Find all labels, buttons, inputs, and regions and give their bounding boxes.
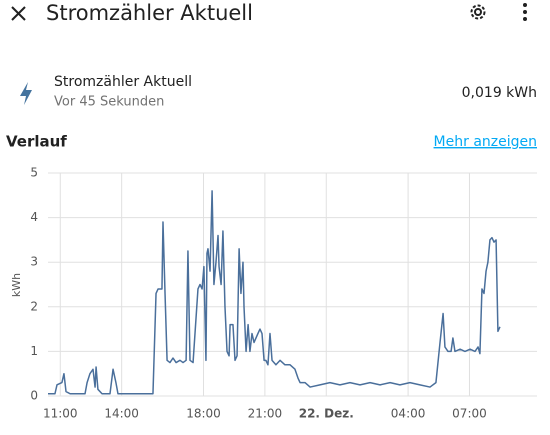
y-tick-label: 0 xyxy=(30,389,38,403)
y-tick-label: 1 xyxy=(30,344,38,358)
close-button[interactable] xyxy=(11,6,26,21)
y-tick-label: 3 xyxy=(30,255,38,269)
y-tick-label: 5 xyxy=(30,166,38,180)
y-tick-label: 4 xyxy=(30,210,38,224)
settings-button[interactable] xyxy=(470,4,486,20)
x-tick-label: 22. Dez. xyxy=(299,407,354,421)
x-tick-label: 14:00 xyxy=(104,407,139,421)
last-changed: Vor 45 Sekunden xyxy=(54,95,164,110)
x-tick-label: 11:00 xyxy=(43,407,78,421)
y-axis-label: kWh xyxy=(10,273,23,297)
dialog-title: Stromzähler Aktuell xyxy=(46,1,253,25)
entity-icon xyxy=(20,82,32,105)
entity-name: Stromzähler Aktuell xyxy=(54,74,192,90)
section-title: Verlauf xyxy=(6,133,67,151)
x-tick-label: 07:00 xyxy=(452,407,487,421)
x-tick-label: 04:00 xyxy=(391,407,426,421)
data-line xyxy=(48,190,501,395)
x-tick-label: 18:00 xyxy=(186,407,221,421)
x-tick-label: 21:00 xyxy=(248,407,283,421)
menu-button[interactable] xyxy=(523,3,527,21)
entity-state: 0,019 kWh xyxy=(462,85,537,101)
more-link[interactable]: Mehr anzeigen xyxy=(434,134,537,150)
y-tick-label: 2 xyxy=(30,299,38,313)
